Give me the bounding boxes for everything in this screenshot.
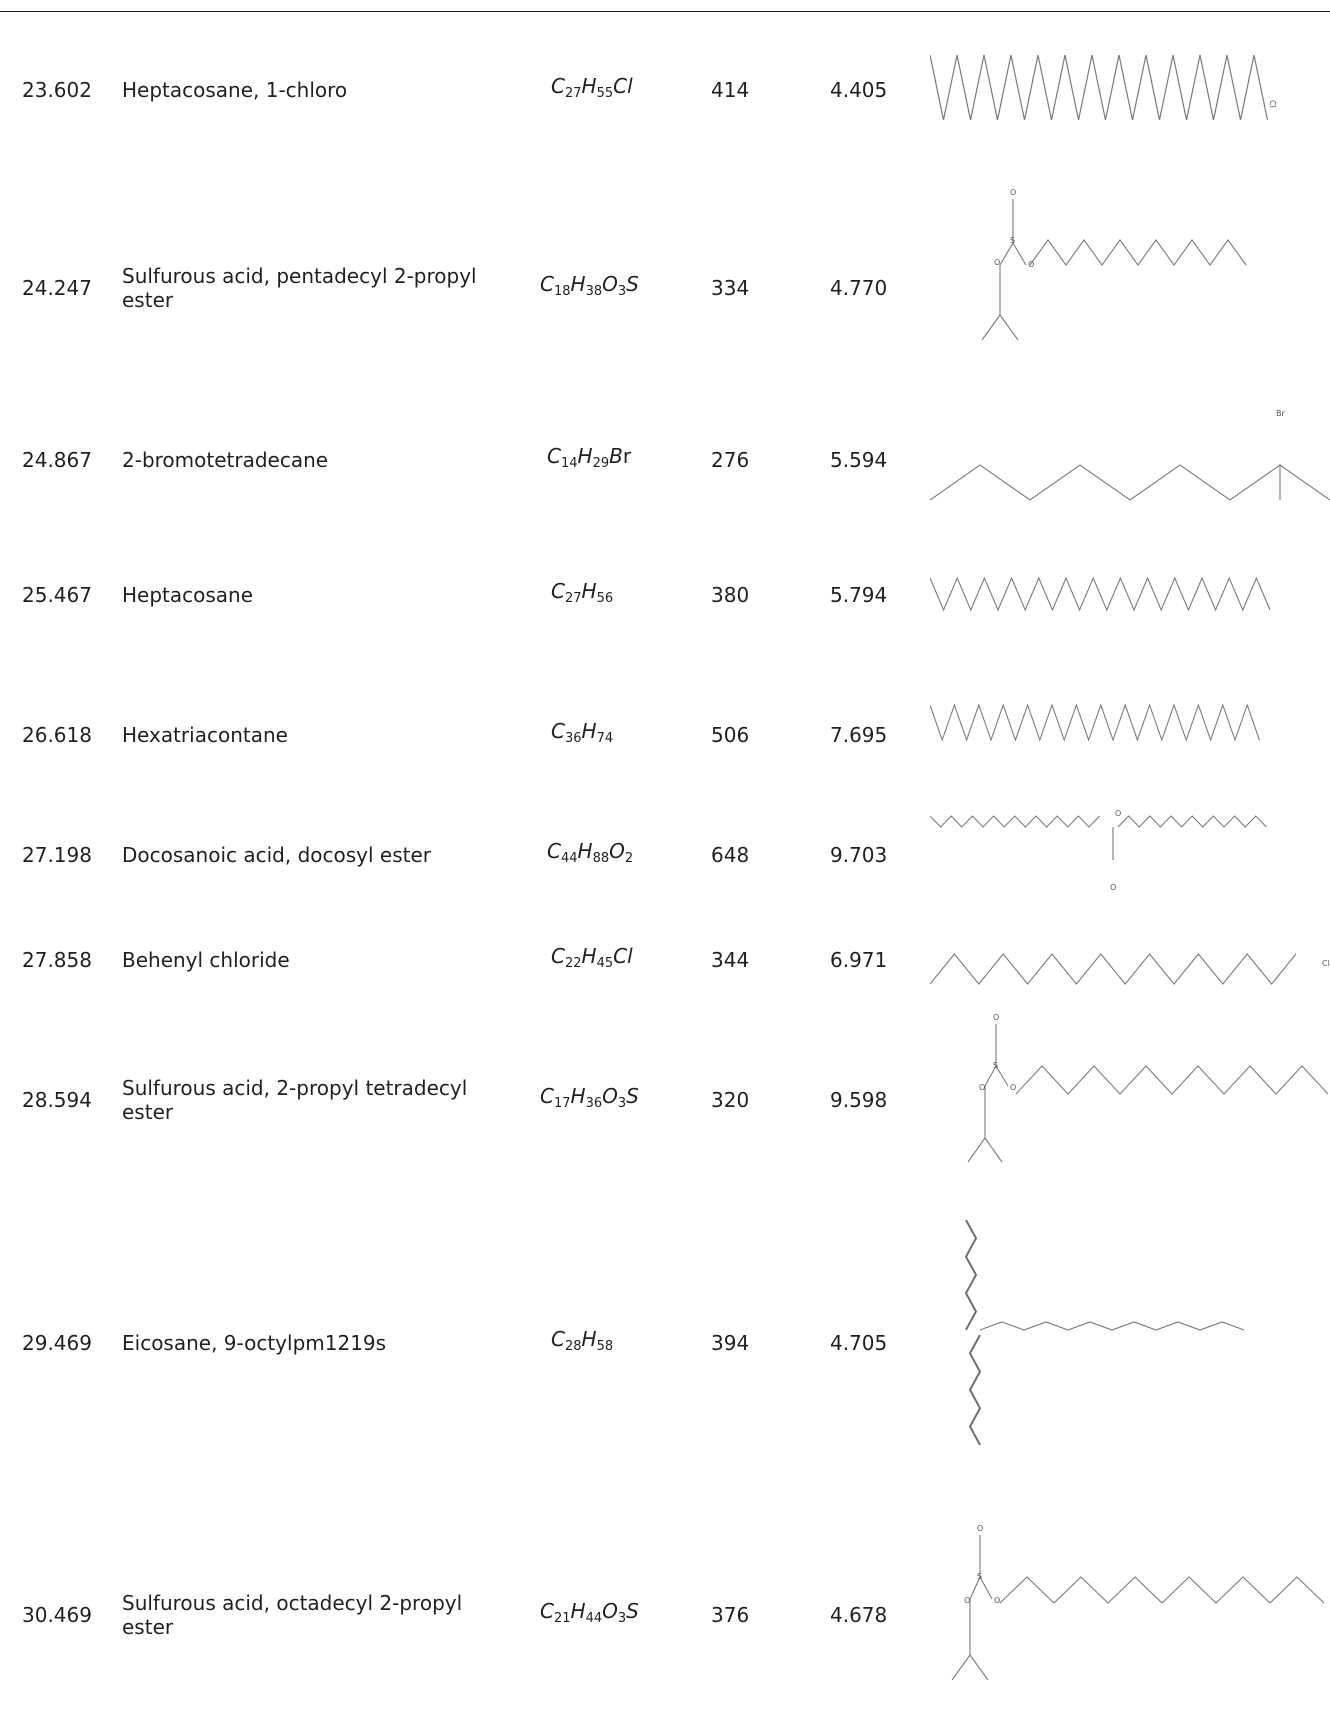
molecular-formula: C44H88O2 — [547, 839, 634, 866]
molecular-weight: 276 — [711, 448, 750, 472]
molecular-weight: 648 — [711, 843, 750, 867]
compound-name: Heptacosane, 1-chloro — [122, 78, 348, 102]
table-top-rule — [0, 11, 1330, 12]
atom-label: O — [994, 1596, 1000, 1605]
peak-area: 6.971 — [830, 948, 888, 972]
atom-label: S — [1010, 236, 1015, 245]
molecular-formula: C17H36O3S — [540, 1084, 639, 1111]
molecular-weight: 506 — [711, 723, 750, 747]
peak-area: 4.678 — [830, 1603, 888, 1627]
atom-label: O — [1110, 883, 1116, 892]
molecular-formula: C27H55Cl — [551, 74, 633, 101]
molecular-formula: C36H74 — [551, 719, 614, 746]
table-row: 24.247 Sulfurous acid, pentadecyl 2-prop… — [0, 185, 1330, 390]
peak-area: 7.695 — [830, 723, 888, 747]
atom-label: O — [1010, 188, 1016, 197]
retention-time: 25.467 — [22, 583, 92, 607]
atom-label: S — [993, 1061, 998, 1070]
atom-label: Cl — [1268, 100, 1277, 108]
molecular-formula: C28H58 — [551, 1326, 614, 1354]
atom-label: O — [979, 1083, 985, 1092]
peak-area: 5.594 — [830, 448, 888, 472]
compound-name: Sulfurous acid, 2-propyl tetradecyl este… — [122, 1076, 468, 1124]
structure-image — [930, 576, 1271, 612]
molecular-formula: C22H45Cl — [551, 944, 633, 971]
table-row: 27.858 Behenyl chloride C22H45Cl 344 6.9… — [0, 920, 1330, 1000]
table-row: 26.618 Hexatriacontane C36H74 506 7.695 — [0, 685, 1330, 785]
compound-name: Docosanoic acid, docosyl ester — [122, 843, 432, 867]
retention-time: 24.867 — [22, 448, 92, 472]
molecular-formula: C21H44O3S — [540, 1599, 639, 1626]
atom-label: Br — [1276, 409, 1285, 418]
compound-name: Hexatriacontane — [122, 723, 288, 747]
peak-area: 4.705 — [830, 1330, 888, 1355]
compound-name: Eicosane, 9-octylpm1219s — [122, 1330, 387, 1355]
structure-image: Br — [930, 409, 1330, 501]
atom-label: O — [1028, 260, 1034, 269]
molecular-weight: 334 — [711, 275, 750, 300]
molecular-weight: 320 — [711, 1088, 750, 1112]
peak-area: 5.794 — [830, 583, 888, 607]
atom-label: O — [993, 1013, 999, 1022]
structure-image: O S O O — [951, 1524, 1325, 1681]
table-row: 29.469 Eicosane, 9-octylpm1219s C28H58 3… — [0, 1200, 1330, 1485]
molecular-formula: C18H38O3S — [540, 271, 639, 299]
table-row: 25.467 Heptacosane C27H56 380 5.794 — [0, 550, 1330, 640]
peak-area: 4.405 — [830, 78, 888, 102]
retention-time: 26.618 — [22, 723, 92, 747]
atom-label: Cl — [1322, 959, 1330, 968]
retention-time: 27.198 — [22, 843, 92, 867]
molecular-formula: C27H56 — [551, 579, 614, 606]
table-row: 27.198 Docosanoic acid, docosyl ester C4… — [0, 800, 1330, 910]
retention-time: 30.469 — [22, 1603, 92, 1627]
peak-area: 4.770 — [830, 275, 888, 300]
compound-name: Heptacosane — [122, 583, 254, 607]
table-row: 24.867 2-bromotetradecane C14H29Br 276 5… — [0, 390, 1330, 530]
molecular-weight: 344 — [711, 948, 750, 972]
peak-area: 9.703 — [830, 843, 888, 867]
structure-image: O S O O — [967, 1013, 1329, 1163]
peak-area: 9.598 — [830, 1088, 888, 1112]
structure-image: Cl — [930, 54, 1277, 121]
retention-time: 23.602 — [22, 78, 92, 102]
structure-image — [930, 703, 1260, 742]
atom-label: S — [977, 1572, 982, 1581]
table-row: 23.602 Heptacosane, 1-chloro C27H55Cl 41… — [0, 30, 1330, 150]
molecular-formula: C14H29Br — [547, 444, 632, 471]
table-row: 30.469 Sulfurous acid, octadecyl 2-propy… — [0, 1515, 1330, 1715]
atom-label: O — [1010, 1083, 1016, 1092]
table-row: 28.594 Sulfurous acid, 2-propyl tetradec… — [0, 1010, 1330, 1190]
molecular-weight: 394 — [711, 1330, 750, 1355]
atom-label: O — [977, 1524, 983, 1533]
compound-name: Sulfurous acid, pentadecyl 2-propyl este… — [122, 263, 477, 312]
retention-time: 29.469 — [22, 1330, 92, 1355]
structure-image: O S O O — [981, 188, 1247, 341]
structure-image: Cl — [930, 953, 1330, 985]
retention-time: 27.858 — [22, 948, 92, 972]
atom-label: O — [964, 1596, 970, 1605]
structure-image: O O — [930, 809, 1267, 892]
compound-name: Behenyl chloride — [122, 948, 290, 972]
atom-label: O — [1115, 809, 1121, 818]
structure-image — [964, 1219, 1245, 1446]
atom-label: O — [994, 258, 1000, 267]
retention-time: 24.247 — [22, 275, 92, 300]
retention-time: 28.594 — [22, 1088, 92, 1112]
compound-name: Sulfurous acid, octadecyl 2-propyl ester — [122, 1591, 463, 1639]
molecular-weight: 414 — [711, 78, 750, 102]
molecular-weight: 380 — [711, 583, 750, 607]
molecular-weight: 376 — [711, 1603, 750, 1627]
compound-name: 2-bromotetradecane — [122, 448, 329, 472]
